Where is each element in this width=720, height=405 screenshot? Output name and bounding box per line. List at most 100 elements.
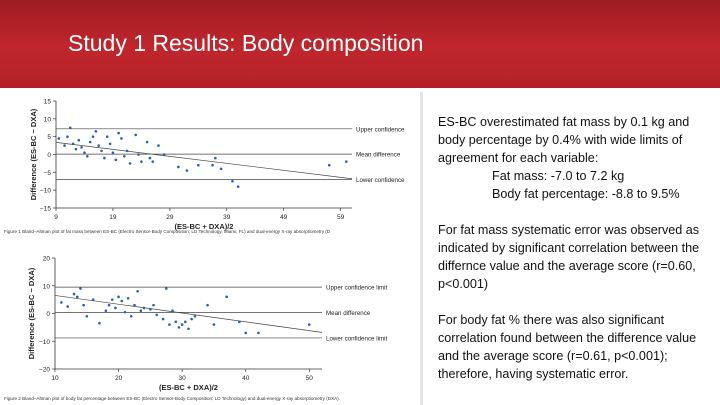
summary-paragraph: ES-BC overestimated fat mass by 0.1 kg a… xyxy=(438,115,690,165)
data-point xyxy=(77,138,81,142)
data-point xyxy=(151,160,155,163)
x-tick-label: 29 xyxy=(166,214,174,221)
data-point xyxy=(66,305,70,308)
data-point xyxy=(140,160,143,163)
data-point xyxy=(107,303,111,307)
data-point xyxy=(126,296,130,300)
data-point xyxy=(82,303,85,307)
data-point xyxy=(180,323,184,326)
data-point xyxy=(75,295,79,299)
data-point xyxy=(212,323,216,326)
data-point xyxy=(91,135,95,138)
y-tick-label: 10 xyxy=(44,116,52,123)
data-point xyxy=(142,306,146,310)
data-point xyxy=(219,167,223,171)
y-tick-label: 15 xyxy=(44,99,52,106)
x-tick-label: 59 xyxy=(337,214,345,221)
reference-line-label: Upper confidence xyxy=(356,126,405,133)
x-tick-label: 9 xyxy=(54,214,58,221)
regression-line xyxy=(54,295,323,333)
title-banner: Study 1 Results: Body composition xyxy=(0,0,720,88)
data-point xyxy=(225,295,228,299)
x-tick-label: 50 xyxy=(306,375,314,382)
data-point xyxy=(88,140,92,144)
data-point xyxy=(161,317,165,321)
data-point xyxy=(257,331,260,335)
data-point xyxy=(168,323,171,326)
data-point xyxy=(117,131,120,135)
y-tick-label: 0 xyxy=(47,152,51,159)
y-tick-label: 20 xyxy=(43,256,51,263)
y-tick-label: 0 xyxy=(46,311,50,318)
data-point xyxy=(345,160,348,163)
data-point xyxy=(307,323,311,326)
data-point xyxy=(177,165,180,169)
data-point xyxy=(148,156,152,160)
x-tick-label: 30 xyxy=(179,375,187,382)
data-point xyxy=(125,149,129,153)
y-tick-label: 10 xyxy=(43,283,51,290)
data-point xyxy=(114,306,117,310)
data-point xyxy=(134,133,137,137)
data-point xyxy=(86,154,89,158)
data-point xyxy=(110,298,114,301)
fat-mass-limits: Fat mass: -7.0 to 7.2 kg xyxy=(492,169,625,183)
data-point xyxy=(162,153,166,156)
data-point xyxy=(193,314,197,318)
data-point xyxy=(103,156,106,160)
y-tick-label: −20 xyxy=(39,367,50,374)
reference-line-label: Upper confidence limit xyxy=(326,285,387,292)
data-point xyxy=(197,163,200,167)
data-point xyxy=(236,185,240,188)
reference-line-label: Lower confidence xyxy=(356,177,405,184)
data-point xyxy=(137,153,140,156)
data-point xyxy=(231,179,234,183)
x-tick-label: 39 xyxy=(223,214,231,221)
reference-line-label: Mean difference xyxy=(326,310,371,317)
y-tick-label: −10 xyxy=(40,188,51,195)
data-point xyxy=(149,308,152,311)
body-fat-error-paragraph: For body fat % there was also significan… xyxy=(438,313,697,381)
figure-caption: Figure 1 Bland–Altman plot of fat mass b… xyxy=(4,229,331,234)
x-tick-label: 49 xyxy=(280,214,288,221)
data-point xyxy=(57,137,61,140)
data-point xyxy=(71,142,75,146)
data-point xyxy=(185,169,189,172)
panel-divider xyxy=(420,92,423,405)
bland-altman-body-fat-chart: −20 −10 0 10 20 10 20 30 40 50 Upper confidence li… xyxy=(4,256,387,402)
regression-line xyxy=(55,142,353,180)
slide-title: Study 1 Results: Body composition xyxy=(68,30,424,56)
data-point xyxy=(128,162,132,165)
data-point xyxy=(111,151,115,155)
data-point xyxy=(164,287,168,290)
data-point xyxy=(85,314,89,318)
data-point xyxy=(97,144,100,147)
x-tick-label: 20 xyxy=(115,375,123,382)
data-point xyxy=(244,331,248,335)
data-point xyxy=(120,137,123,140)
data-point xyxy=(187,327,190,331)
data-point xyxy=(123,310,127,314)
figure-caption: Figure 2 Bland–Altman plot of body fat p… xyxy=(4,396,340,401)
data-point xyxy=(72,292,76,296)
data-point xyxy=(136,290,139,293)
data-point xyxy=(63,144,66,147)
data-point xyxy=(327,163,331,167)
data-point xyxy=(94,130,98,133)
data-point xyxy=(145,140,149,144)
data-point xyxy=(139,309,143,313)
data-point xyxy=(152,303,155,307)
data-point xyxy=(171,309,174,313)
data-point xyxy=(60,301,63,304)
data-point xyxy=(74,147,78,151)
data-point xyxy=(105,135,109,138)
body-fat-limits: Body fat percentage: -8.8 to 9.5% xyxy=(492,187,680,201)
data-point xyxy=(79,287,82,290)
data-point xyxy=(174,320,178,324)
data-point xyxy=(66,135,69,138)
data-point xyxy=(133,303,136,307)
y-tick-label: −15 xyxy=(40,206,51,213)
reference-line-label: Mean difference xyxy=(356,152,401,159)
y-tick-label: −5 xyxy=(44,170,52,177)
y-axis-label: Difference (ES-BC − DXA) xyxy=(27,267,36,359)
